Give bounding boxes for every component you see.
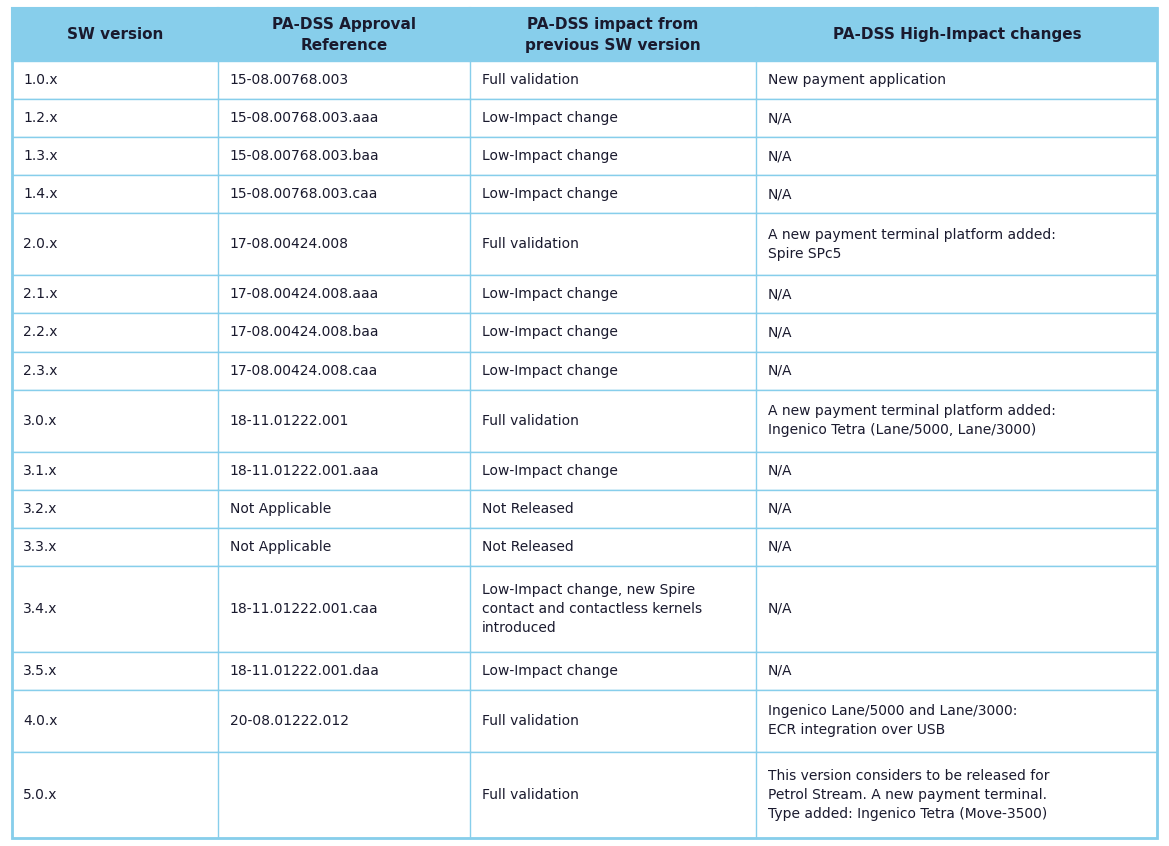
Bar	[12, 275, 1157, 313]
Text: N/A: N/A	[768, 664, 793, 678]
Text: 17-08.00424.008.caa: 17-08.00424.008.caa	[229, 364, 378, 377]
Text: 17-08.00424.008.baa: 17-08.00424.008.baa	[229, 326, 379, 339]
Text: Full validation: Full validation	[482, 788, 579, 802]
Bar	[12, 689, 1157, 752]
Text: This version considers to be released for
Petrol Stream. A new payment terminal.: This version considers to be released fo…	[768, 769, 1050, 821]
Text: N/A: N/A	[768, 187, 793, 201]
Bar	[12, 313, 1157, 352]
Text: PA-DSS Approval
Reference: PA-DSS Approval Reference	[272, 17, 416, 52]
Text: 1.4.x: 1.4.x	[23, 187, 58, 201]
Text: N/A: N/A	[768, 502, 793, 516]
Text: N/A: N/A	[768, 602, 793, 616]
Text: PA-DSS impact from
previous SW version: PA-DSS impact from previous SW version	[525, 17, 701, 52]
Text: Low-Impact change: Low-Impact change	[482, 326, 617, 339]
Bar	[12, 8, 1157, 61]
Bar	[12, 213, 1157, 275]
Bar	[12, 175, 1157, 213]
Text: N/A: N/A	[768, 540, 793, 554]
Bar	[12, 490, 1157, 528]
Text: 15-08.00768.003.aaa: 15-08.00768.003.aaa	[229, 111, 379, 125]
Text: A new payment terminal platform added:
Ingenico Tetra (Lane/5000, Lane/3000): A new payment terminal platform added: I…	[768, 404, 1056, 437]
Text: 18-11.01222.001: 18-11.01222.001	[229, 414, 350, 427]
Text: Low-Impact change, new Spire
contact and contactless kernels
introduced: Low-Impact change, new Spire contact and…	[482, 583, 701, 634]
Bar	[12, 390, 1157, 452]
Text: PA-DSS High-Impact changes: PA-DSS High-Impact changes	[832, 27, 1081, 42]
Text: 3.5.x: 3.5.x	[23, 664, 58, 678]
Text: Not Released: Not Released	[482, 502, 573, 516]
Bar	[12, 61, 1157, 99]
Text: N/A: N/A	[768, 326, 793, 339]
Text: N/A: N/A	[768, 111, 793, 125]
Text: N/A: N/A	[768, 288, 793, 301]
Text: Full validation: Full validation	[482, 714, 579, 728]
Text: N/A: N/A	[768, 464, 793, 478]
Text: 15-08.00768.003.caa: 15-08.00768.003.caa	[229, 187, 378, 201]
Text: 18-11.01222.001.daa: 18-11.01222.001.daa	[229, 664, 380, 678]
Text: 2.0.x: 2.0.x	[23, 238, 58, 251]
Text: Low-Impact change: Low-Impact change	[482, 149, 617, 163]
Text: 15-08.00768.003.baa: 15-08.00768.003.baa	[229, 149, 379, 163]
Text: New payment application: New payment application	[768, 73, 946, 87]
Text: Not Applicable: Not Applicable	[229, 540, 331, 554]
Text: Low-Impact change: Low-Impact change	[482, 464, 617, 478]
Text: Full validation: Full validation	[482, 238, 579, 251]
Text: Low-Impact change: Low-Impact change	[482, 111, 617, 125]
Text: 3.2.x: 3.2.x	[23, 502, 58, 516]
Text: 5.0.x: 5.0.x	[23, 788, 58, 802]
Text: Low-Impact change: Low-Impact change	[482, 187, 617, 201]
Text: SW version: SW version	[67, 27, 162, 42]
Text: A new payment terminal platform added:
Spire SPc5: A new payment terminal platform added: S…	[768, 228, 1056, 261]
Text: Full validation: Full validation	[482, 73, 579, 87]
Bar	[12, 352, 1157, 390]
Bar	[12, 651, 1157, 689]
Bar	[12, 99, 1157, 137]
Bar	[12, 752, 1157, 838]
Text: Low-Impact change: Low-Impact change	[482, 664, 617, 678]
Text: 2.2.x: 2.2.x	[23, 326, 58, 339]
Bar	[12, 566, 1157, 651]
Text: 18-11.01222.001.aaa: 18-11.01222.001.aaa	[229, 464, 379, 478]
Text: 17-08.00424.008.aaa: 17-08.00424.008.aaa	[229, 288, 379, 301]
Text: 3.4.x: 3.4.x	[23, 602, 58, 616]
Text: N/A: N/A	[768, 364, 793, 377]
Text: Not Applicable: Not Applicable	[229, 502, 331, 516]
Bar	[12, 452, 1157, 490]
Text: 1.0.x: 1.0.x	[23, 73, 58, 87]
Text: Not Released: Not Released	[482, 540, 573, 554]
Text: 3.3.x: 3.3.x	[23, 540, 58, 554]
Text: 3.0.x: 3.0.x	[23, 414, 58, 427]
Text: 3.1.x: 3.1.x	[23, 464, 58, 478]
Text: Low-Impact change: Low-Impact change	[482, 288, 617, 301]
Text: 20-08.01222.012: 20-08.01222.012	[229, 714, 348, 728]
Text: Low-Impact change: Low-Impact change	[482, 364, 617, 377]
Text: N/A: N/A	[768, 149, 793, 163]
Text: 1.3.x: 1.3.x	[23, 149, 58, 163]
Text: 1.2.x: 1.2.x	[23, 111, 58, 125]
Text: 18-11.01222.001.caa: 18-11.01222.001.caa	[229, 602, 379, 616]
Text: 4.0.x: 4.0.x	[23, 714, 58, 728]
Text: 2.3.x: 2.3.x	[23, 364, 58, 377]
Bar	[12, 137, 1157, 175]
Text: 15-08.00768.003: 15-08.00768.003	[229, 73, 348, 87]
Bar	[12, 528, 1157, 566]
Text: 2.1.x: 2.1.x	[23, 288, 58, 301]
Text: Ingenico Lane/5000 and Lane/3000:
ECR integration over USB: Ingenico Lane/5000 and Lane/3000: ECR in…	[768, 705, 1017, 737]
Text: Full validation: Full validation	[482, 414, 579, 427]
Text: 17-08.00424.008: 17-08.00424.008	[229, 238, 348, 251]
